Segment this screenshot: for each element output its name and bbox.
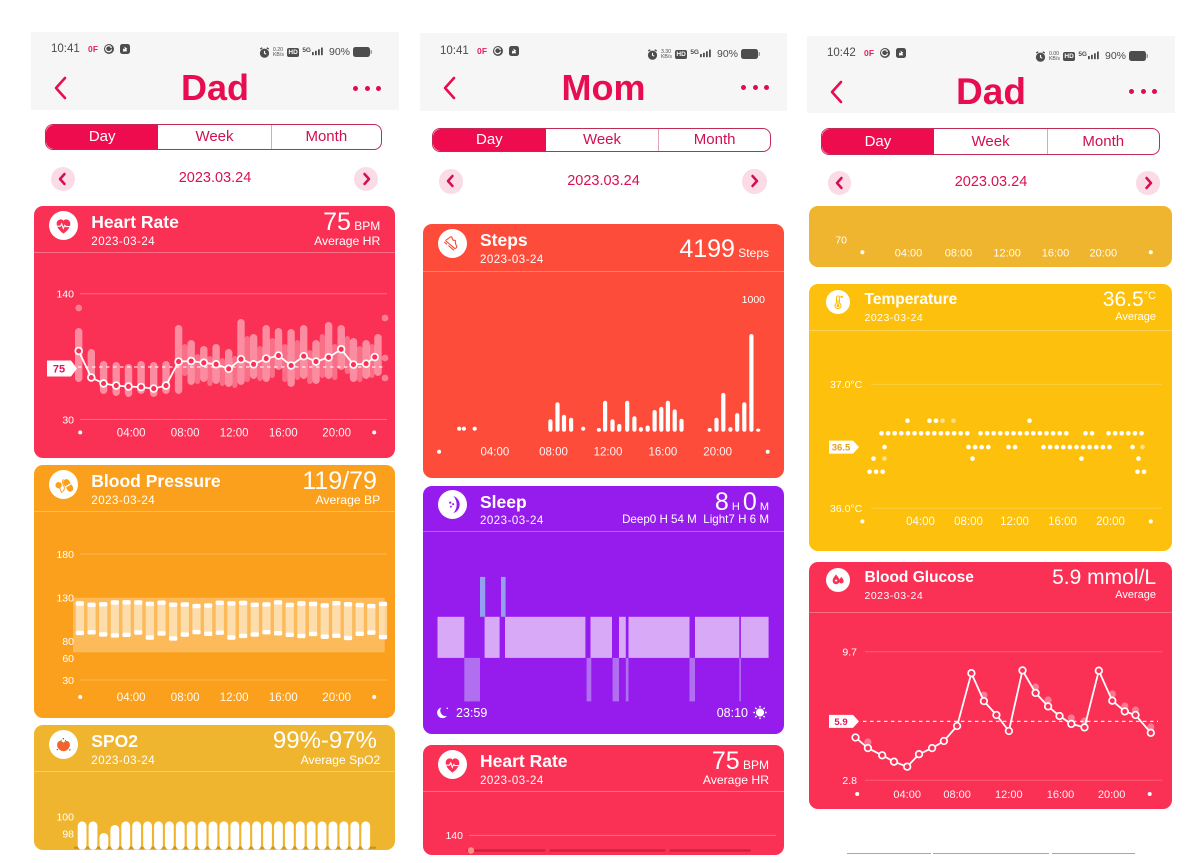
svg-text:04:00: 04:00	[117, 427, 146, 439]
svg-text:20:00: 20:00	[1097, 788, 1125, 800]
svg-text:16:00: 16:00	[1041, 247, 1069, 259]
svg-text:08:00: 08:00	[171, 692, 200, 704]
svg-text:08:00: 08:00	[954, 516, 983, 528]
svg-text:1000: 1000	[742, 294, 766, 306]
svg-text:20:00: 20:00	[1096, 516, 1125, 528]
svg-text:12:00: 12:00	[1000, 516, 1029, 528]
svg-text:75: 75	[53, 364, 65, 376]
svg-text:08:00: 08:00	[171, 427, 200, 439]
svg-text:16:00: 16:00	[1046, 788, 1074, 800]
svg-text:70: 70	[835, 234, 847, 246]
svg-text:08:10: 08:10	[717, 706, 748, 720]
svg-text:12:00: 12:00	[594, 447, 623, 459]
svg-text:08:00: 08:00	[539, 447, 568, 459]
svg-text:2.8: 2.8	[842, 775, 857, 787]
svg-text:9.7: 9.7	[842, 646, 857, 658]
svg-text:12:00: 12:00	[220, 692, 249, 704]
svg-text:37.0°C: 37.0°C	[830, 379, 863, 391]
svg-text:08:00: 08:00	[943, 788, 971, 800]
svg-text:12:00: 12:00	[220, 427, 249, 439]
svg-text:60: 60	[63, 653, 75, 665]
svg-text:04:00: 04:00	[894, 247, 922, 259]
svg-text:04:00: 04:00	[906, 516, 935, 528]
svg-text:5.9: 5.9	[834, 716, 847, 727]
svg-text:16:00: 16:00	[1048, 516, 1077, 528]
svg-text:140: 140	[445, 831, 463, 843]
svg-text:130: 130	[57, 593, 75, 605]
svg-text:12:00: 12:00	[995, 788, 1023, 800]
svg-text:20:00: 20:00	[1089, 247, 1117, 259]
svg-text:04:00: 04:00	[481, 447, 510, 459]
svg-text:30: 30	[63, 675, 75, 687]
svg-text:08:00: 08:00	[944, 247, 972, 259]
svg-text:12:00: 12:00	[993, 247, 1021, 259]
svg-text:23:59: 23:59	[456, 706, 487, 720]
svg-text:100: 100	[57, 812, 75, 824]
svg-text:16:00: 16:00	[649, 447, 678, 459]
svg-text:140: 140	[57, 289, 75, 301]
svg-text:30: 30	[63, 414, 75, 426]
svg-text:04:00: 04:00	[117, 692, 146, 704]
svg-text:16:00: 16:00	[269, 427, 298, 439]
svg-text:20:00: 20:00	[323, 692, 352, 704]
svg-text:16:00: 16:00	[269, 692, 298, 704]
svg-text:80: 80	[63, 636, 75, 648]
svg-text:98: 98	[63, 828, 75, 840]
svg-text:36.0°C: 36.0°C	[830, 503, 863, 515]
svg-text:04:00: 04:00	[893, 788, 921, 800]
svg-text:20:00: 20:00	[323, 427, 352, 439]
svg-text:20:00: 20:00	[703, 447, 732, 459]
svg-text:36.5: 36.5	[831, 442, 850, 453]
svg-text:180: 180	[57, 549, 75, 561]
